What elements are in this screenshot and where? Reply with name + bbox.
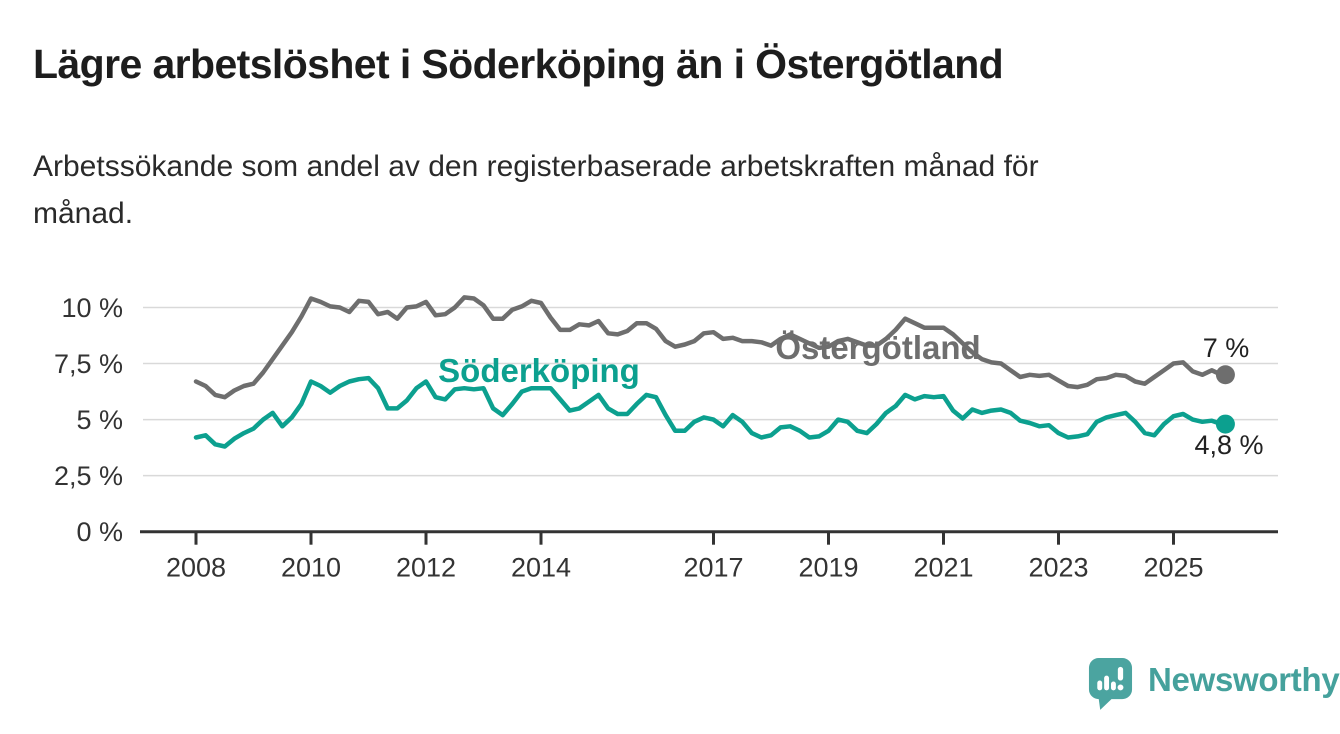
page-title: Lägre arbetslöshet i Söderköping än i Ös… <box>33 41 1004 87</box>
unemployment-line-chart: 0 % 2,5 % 5 % 7,5 % 10 % 2008 2010 2012 2014 2017… <box>54 293 1278 583</box>
x-axis-label-2010: 2010 <box>281 553 341 583</box>
newsworthy-logo-text: Newsworthy <box>1148 661 1340 698</box>
end-dot-ostergotland <box>1215 365 1235 385</box>
x-axis-label-2008: 2008 <box>166 553 226 583</box>
series-label-soderkoping: Söderköping <box>438 352 640 389</box>
end-value-label-soderkoping: 4,8 % <box>1194 430 1264 460</box>
end-dot-soderkoping <box>1215 414 1235 434</box>
x-axis-label-2023: 2023 <box>1028 553 1088 583</box>
newsworthy-logo: Newsworthy <box>1087 654 1340 711</box>
x-axis-label-2017: 2017 <box>683 553 743 583</box>
series-label-ostergotland: Östergötland <box>775 329 981 366</box>
y-axis-label-0: 0 % <box>76 517 123 547</box>
newsworthy-bar-chart-bubble-icon <box>1088 658 1133 710</box>
line-ostergotland <box>193 295 1224 400</box>
chart-subtitle-line2: månad. <box>33 197 134 230</box>
x-axis-label-2025: 2025 <box>1143 553 1203 583</box>
x-axis-label-2012: 2012 <box>396 553 456 583</box>
x-axis-label-2014: 2014 <box>511 553 571 583</box>
end-value-label-ostergotland: 7 % <box>1202 333 1250 363</box>
y-axis-label-10: 10 % <box>61 293 123 323</box>
y-axis-label-7.5: 7,5 % <box>54 349 123 379</box>
chart-subtitle-line1: Arbetssökande som andel av den registerb… <box>33 150 1039 183</box>
chart-subtitle: Arbetssökande som andel av den registerb… <box>33 143 1273 237</box>
x-axis-label-2021: 2021 <box>913 553 973 583</box>
y-axis-label-2.5: 2,5 % <box>54 461 123 491</box>
y-axis-label-5: 5 % <box>76 405 123 435</box>
x-axis-label-2019: 2019 <box>798 553 858 583</box>
line-soderkoping <box>193 375 1224 449</box>
